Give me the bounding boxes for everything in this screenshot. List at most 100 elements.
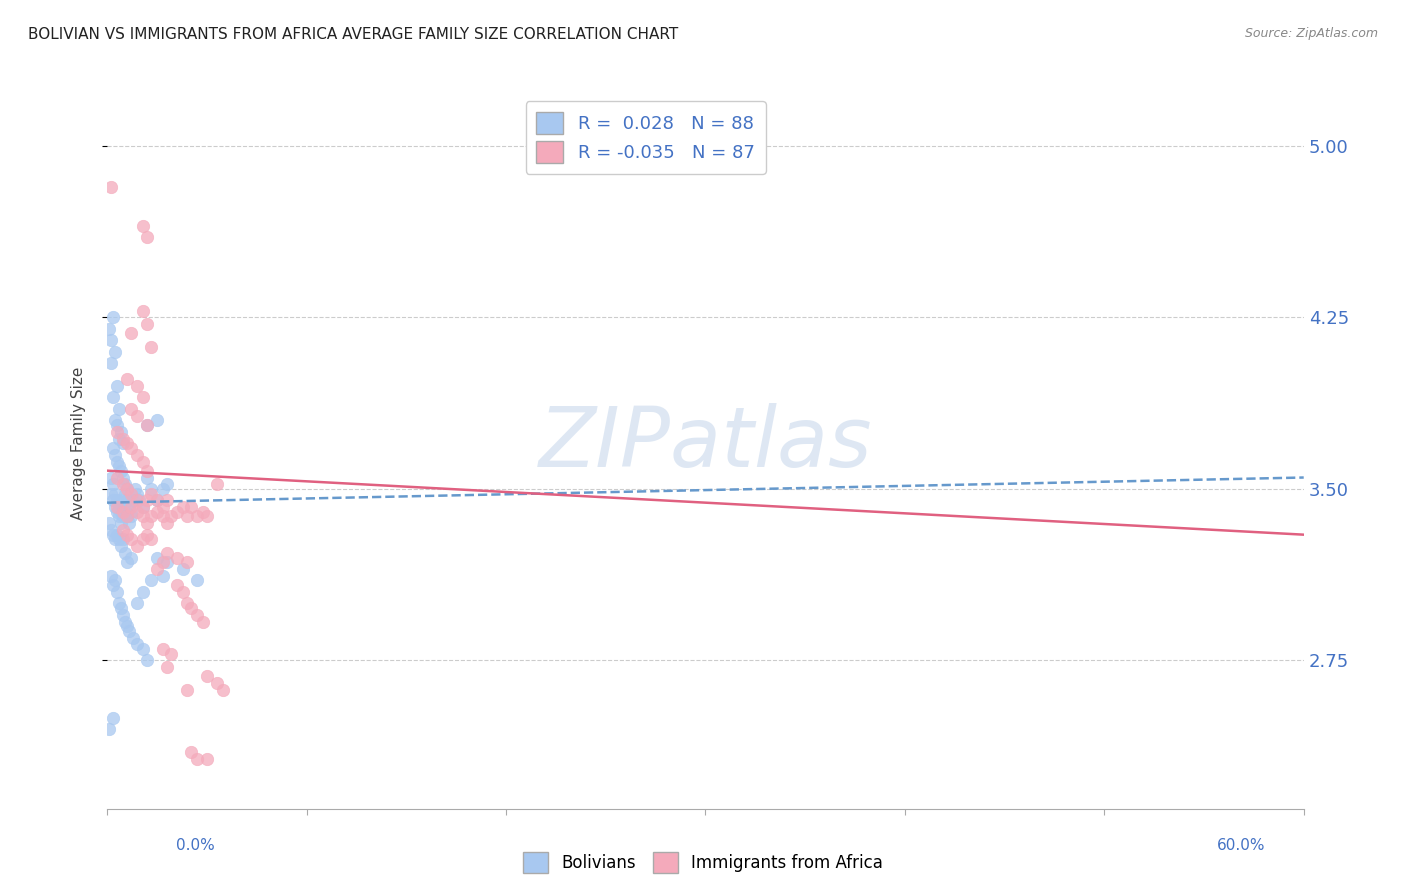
Text: 0.0%: 0.0% (176, 838, 215, 854)
Point (176, 683, 198, 698)
Point (104, 574, 127, 588)
Point (115, 482, 138, 496)
Point (132, 584, 155, 599)
Point (98, 722, 121, 736)
Point (139, 533, 162, 547)
Point (125, 493, 148, 508)
Point (132, 454, 155, 468)
Point (101, 391, 124, 405)
Point (152, 642, 174, 657)
Point (100, 569, 122, 583)
Point (152, 569, 174, 583)
Point (156, 660, 179, 674)
Point (101, 477, 124, 491)
Point (120, 509, 142, 524)
Point (101, 710, 124, 724)
Point (132, 533, 155, 547)
Point (132, 391, 155, 405)
Point (115, 372, 138, 386)
Point (125, 448, 148, 462)
Point (110, 425, 132, 439)
Point (166, 578, 188, 592)
Point (152, 482, 174, 496)
Point (115, 555, 138, 569)
Point (146, 505, 169, 519)
Point (186, 574, 208, 588)
Point (136, 318, 159, 332)
Point (186, 607, 208, 622)
Point (180, 500, 202, 515)
Point (186, 752, 208, 766)
Point (160, 647, 183, 661)
Point (120, 505, 142, 519)
Point (105, 470, 128, 484)
Point (120, 401, 142, 416)
Point (146, 562, 169, 576)
Point (108, 509, 131, 524)
Point (101, 441, 124, 455)
Point (152, 555, 174, 569)
Point (118, 500, 141, 515)
Point (125, 505, 148, 519)
Point (112, 493, 135, 508)
Point (191, 615, 214, 629)
Point (205, 477, 228, 491)
Point (108, 401, 131, 416)
Point (186, 509, 208, 524)
Point (104, 413, 127, 427)
Point (125, 637, 148, 651)
Point (105, 379, 128, 393)
Point (101, 527, 124, 541)
Point (139, 574, 162, 588)
Point (108, 432, 131, 446)
Point (115, 436, 138, 450)
Point (136, 417, 159, 432)
Point (120, 486, 142, 500)
Point (108, 533, 131, 547)
Point (195, 669, 218, 683)
Point (104, 448, 127, 462)
Point (115, 482, 138, 496)
Point (108, 459, 131, 474)
Point (152, 500, 174, 515)
Point (115, 493, 138, 508)
Point (136, 230, 159, 244)
Point (112, 509, 135, 524)
Point (139, 486, 162, 500)
Point (156, 546, 179, 560)
Point (146, 493, 169, 508)
Point (105, 527, 128, 541)
Text: 60.0%: 60.0% (1218, 838, 1265, 854)
Text: Source: ZipAtlas.com: Source: ZipAtlas.com (1244, 27, 1378, 40)
Point (211, 683, 233, 698)
Point (139, 509, 162, 524)
Y-axis label: Average Family Size: Average Family Size (72, 367, 86, 520)
Point (156, 516, 179, 531)
Point (120, 550, 142, 565)
Point (172, 584, 194, 599)
Point (114, 615, 136, 629)
Point (100, 180, 122, 194)
Point (132, 219, 155, 233)
Point (104, 533, 127, 547)
Point (112, 523, 135, 537)
Point (105, 500, 128, 515)
Point (114, 505, 136, 519)
Point (156, 477, 179, 491)
Point (139, 340, 162, 354)
Legend: Bolivians, Immigrants from Africa: Bolivians, Immigrants from Africa (516, 846, 890, 880)
Point (112, 470, 135, 484)
Point (132, 303, 155, 318)
Point (104, 486, 127, 500)
Point (195, 752, 218, 766)
Point (100, 334, 122, 348)
Point (176, 596, 198, 610)
Point (110, 539, 132, 553)
Point (108, 596, 131, 610)
Point (108, 500, 131, 515)
Legend: R =  0.028   N = 88, R = -0.035   N = 87: R = 0.028 N = 88, R = -0.035 N = 87 (526, 101, 766, 174)
Text: BOLIVIAN VS IMMIGRANTS FROM AFRICA AVERAGE FAMILY SIZE CORRELATION CHART: BOLIVIAN VS IMMIGRANTS FROM AFRICA AVERA… (28, 27, 678, 42)
Point (172, 500, 194, 515)
Point (105, 584, 128, 599)
Point (205, 676, 228, 690)
